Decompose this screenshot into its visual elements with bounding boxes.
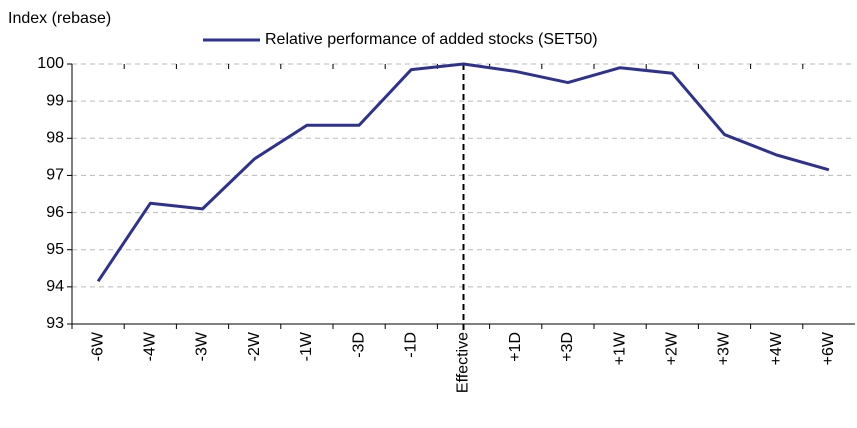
- x-tick-label: -3W: [194, 331, 211, 361]
- x-tick-label: +3D: [559, 332, 576, 362]
- x-tick-label: +2W: [664, 331, 681, 365]
- y-tick-label: 99: [46, 92, 64, 109]
- x-tick-label: -6W: [89, 331, 106, 361]
- y-tick-label: 96: [46, 204, 64, 221]
- x-tick-label: -1W: [298, 331, 315, 361]
- x-tick-label: -1D: [403, 332, 420, 358]
- x-tick-label: +4W: [768, 331, 785, 365]
- y-tick-label: 93: [46, 315, 64, 332]
- y-tick-label: 97: [46, 167, 64, 184]
- x-tick-label: -2W: [246, 331, 263, 361]
- y-tick-label: 95: [46, 241, 64, 258]
- x-tick-label: +1D: [507, 332, 524, 362]
- legend-label: Relative performance of added stocks (SE…: [265, 31, 598, 48]
- y-tick-label: 98: [46, 130, 64, 147]
- x-tick-label: Effective: [455, 332, 472, 393]
- line: [96, 62, 830, 283]
- x-tick-label: +6W: [820, 331, 837, 365]
- y-axis-label: Index (rebase): [8, 10, 111, 27]
- x-tick-label: -3D: [350, 332, 367, 358]
- x-tick-label: +3W: [716, 331, 733, 365]
- y-tick-label: 94: [46, 278, 64, 295]
- y-tick-label: 100: [37, 55, 64, 72]
- x-tick-label: -4W: [142, 331, 159, 361]
- x-tick-label: +1W: [611, 331, 628, 365]
